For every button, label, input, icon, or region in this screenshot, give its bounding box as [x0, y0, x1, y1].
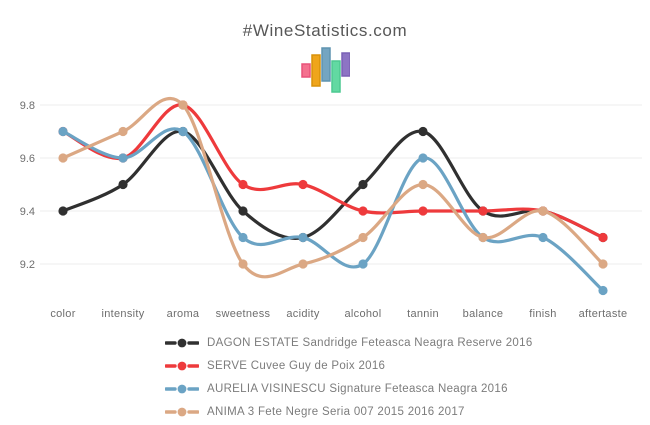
- series-data-point[interactable]: [238, 232, 248, 243]
- line-chart-plot: 9.8 9.6 9.4 9.2 color intensity aroma sweetness…: [20, 96, 642, 320]
- legend-item[interactable]: SERVE Cuvee Guy de Poix 2016: [165, 357, 533, 375]
- logo-bar: [301, 63, 311, 78]
- series-data-point[interactable]: [298, 179, 308, 190]
- legend-item[interactable]: ANIMA 3 Fete Negre Seria 007 2015 2016 2…: [165, 403, 533, 421]
- series-line: [61, 127, 605, 293]
- series-data-point[interactable]: [118, 153, 128, 163]
- legend-marker-icon: [165, 338, 199, 348]
- series-data-point[interactable]: [178, 100, 188, 110]
- legend-item[interactable]: DAGON ESTATE Sandridge Feteasca Neagra R…: [165, 334, 533, 352]
- series-data-point[interactable]: [538, 232, 548, 243]
- x-axis-category-label: tannin: [407, 308, 439, 320]
- series-line: [61, 103, 605, 240]
- series-data-point[interactable]: [118, 126, 128, 137]
- series-data-point[interactable]: [418, 206, 428, 216]
- legend-label: AURELIA VISINESCU Signature Feteasca Nea…: [207, 383, 508, 395]
- series-data-point[interactable]: [598, 232, 608, 243]
- series-data-point[interactable]: [538, 206, 548, 216]
- legend-item[interactable]: AURELIA VISINESCU Signature Feteasca Nea…: [165, 380, 533, 398]
- series-data-point[interactable]: [358, 232, 368, 243]
- series-data-point[interactable]: [118, 179, 128, 190]
- series-data-point[interactable]: [478, 206, 488, 216]
- series-data-point[interactable]: [478, 232, 488, 243]
- legend-marker-icon: [165, 361, 199, 371]
- x-axis-category-label: intensity: [101, 308, 144, 320]
- logo-bar: [321, 47, 331, 82]
- y-axis-tick-label: 9.2: [20, 259, 35, 271]
- series-data-point[interactable]: [58, 153, 68, 163]
- x-axis-category-label: balance: [463, 308, 504, 320]
- series-data-point[interactable]: [358, 206, 368, 216]
- series-data-point[interactable]: [298, 259, 308, 269]
- logo-bar: [341, 52, 350, 77]
- y-axis-tick-label: 9.8: [20, 100, 35, 112]
- series-data-point[interactable]: [238, 259, 248, 269]
- page-title: #WineStatistics.com: [242, 21, 408, 40]
- series-data-point[interactable]: [58, 206, 68, 216]
- series-data-point[interactable]: [298, 232, 308, 243]
- x-axis-category-label: finish: [529, 308, 556, 320]
- y-axis-tick-label: 9.4: [20, 206, 35, 218]
- x-axis-category-label: aroma: [167, 308, 200, 320]
- series-data-point[interactable]: [598, 259, 608, 269]
- legend-label: SERVE Cuvee Guy de Poix 2016: [207, 360, 386, 372]
- series-data-point[interactable]: [178, 126, 188, 137]
- series-data-point[interactable]: [598, 285, 608, 296]
- x-axis-category-label: aftertaste: [579, 308, 628, 320]
- y-axis-tick-label: 9.6: [20, 153, 35, 165]
- series-data-point[interactable]: [58, 126, 68, 137]
- legend-label: ANIMA 3 Fete Negre Seria 007 2015 2016 2…: [207, 406, 465, 418]
- series-data-point[interactable]: [418, 179, 428, 190]
- logo-bar: [331, 60, 341, 93]
- series-data-point[interactable]: [418, 126, 428, 137]
- logo-bar: [311, 54, 321, 87]
- x-axis-category-label: acidity: [286, 308, 319, 320]
- series-data-point[interactable]: [358, 179, 368, 190]
- series-line: [61, 96, 605, 279]
- bar-chart-logo-icon: [301, 47, 350, 93]
- series-data-point[interactable]: [358, 259, 368, 269]
- x-axis-category-label: alcohol: [345, 308, 382, 320]
- x-axis-category-label: sweetness: [216, 308, 271, 320]
- x-axis-category-label: color: [50, 308, 75, 320]
- series-line: [61, 129, 605, 240]
- legend-label: DAGON ESTATE Sandridge Feteasca Neagra R…: [207, 337, 533, 349]
- chart-legend: DAGON ESTATE Sandridge Feteasca Neagra R…: [165, 334, 533, 421]
- series-data-point[interactable]: [418, 153, 428, 163]
- legend-marker-icon: [165, 384, 199, 394]
- series-data-point[interactable]: [238, 179, 248, 190]
- legend-marker-icon: [165, 407, 199, 417]
- series-data-point[interactable]: [238, 206, 248, 216]
